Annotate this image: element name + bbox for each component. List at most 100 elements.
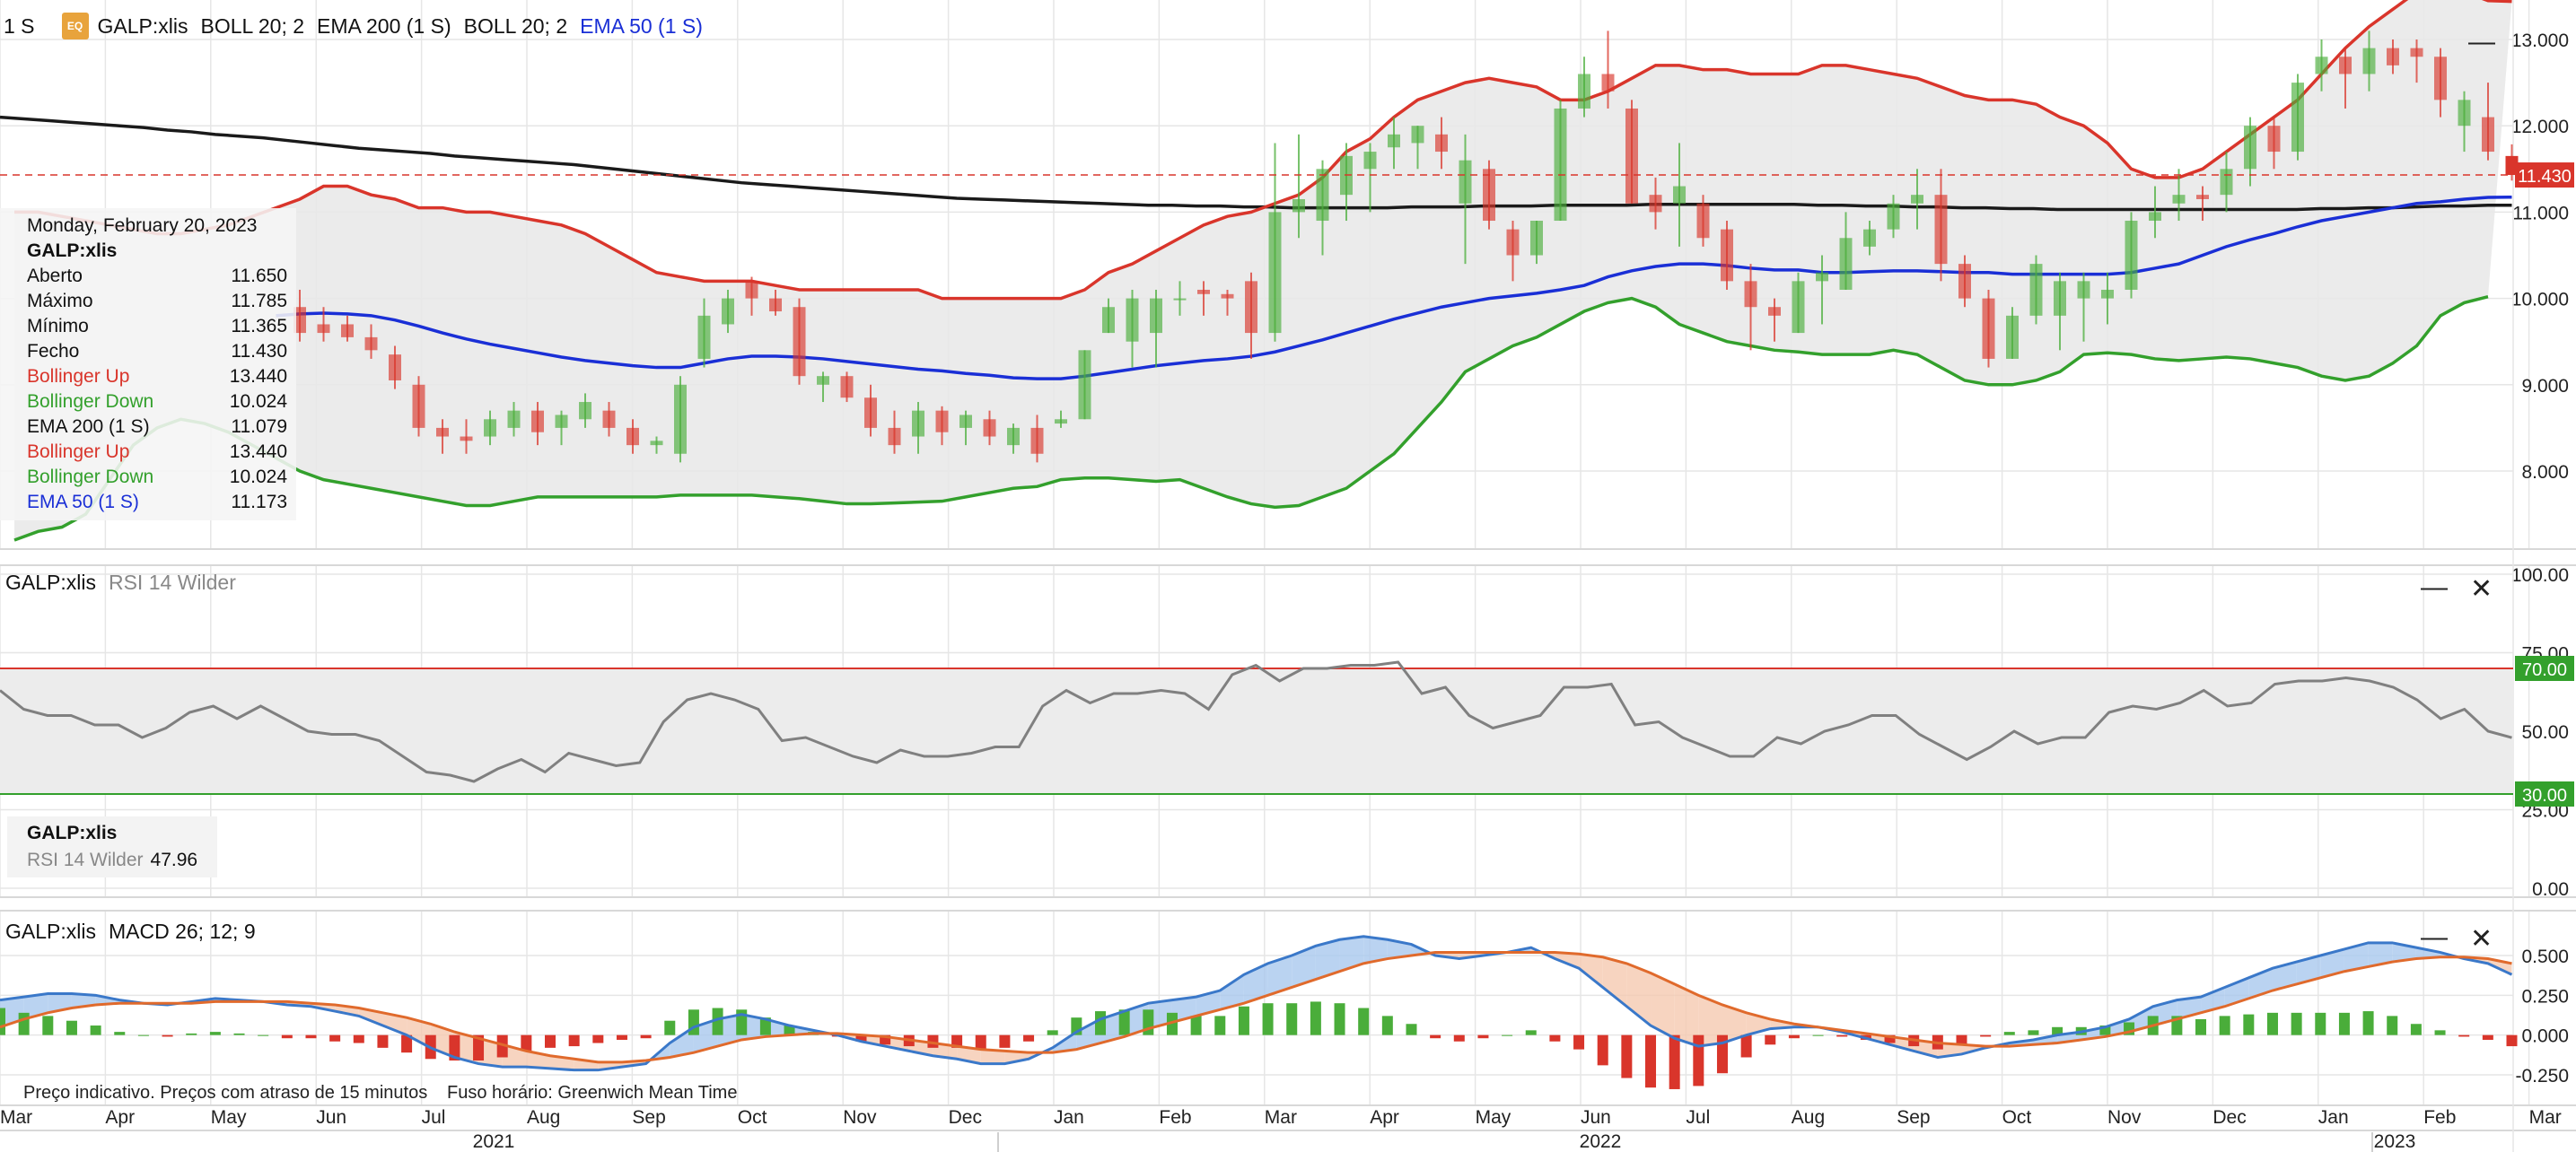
- x-month-label: Oct: [2002, 1107, 2032, 1128]
- candle-body: [697, 315, 711, 359]
- candle-body: [2339, 57, 2352, 74]
- macd-signal-fill: [1243, 963, 1268, 1004]
- macd-signal-fill: [407, 1017, 431, 1048]
- macd-histogram-bar: [186, 1033, 197, 1035]
- candle-body: [983, 419, 996, 437]
- candle-body: [1126, 298, 1139, 342]
- tooltip-row: EMA 50 (1 S) 11.173: [27, 490, 287, 515]
- macd-histogram-bar: [2506, 1034, 2518, 1047]
- macd-histogram-bar: [1765, 1034, 1776, 1045]
- x-month-label: Sep: [1897, 1107, 1930, 1128]
- x-month-label: Jan: [2318, 1107, 2349, 1128]
- candle-body: [745, 281, 758, 299]
- macd-histogram-bar: [162, 1034, 173, 1037]
- macd-histogram-bar: [496, 1034, 508, 1058]
- minimize-price-panel-icon[interactable]: —: [2468, 27, 2495, 57]
- macd-histogram-bar: [137, 1034, 149, 1036]
- x-month-label: Jun: [1581, 1107, 1611, 1128]
- macd-signal-fill: [2201, 987, 2225, 1013]
- candle-body: [2149, 212, 2161, 222]
- macd-signal-fill: [0, 997, 24, 1027]
- macd-histogram-bar: [2243, 1014, 2255, 1035]
- macd-histogram-bar: [1502, 1034, 1513, 1036]
- macd-histogram-bar: [545, 1034, 556, 1048]
- macd-histogram-bar: [640, 1034, 652, 1039]
- minimize-rsi-icon[interactable]: —: [2421, 572, 2448, 602]
- candle-body: [294, 307, 306, 334]
- tooltip-row-label: EMA 50 (1 S): [27, 492, 139, 512]
- macd-histogram-bar: [1406, 1024, 1417, 1035]
- close-rsi-icon[interactable]: ✕: [2470, 574, 2493, 604]
- candle-body: [935, 410, 949, 432]
- tooltip-row-value: 11.173: [231, 492, 287, 512]
- macd-histogram-bar: [1740, 1034, 1752, 1058]
- x-month-label: Mar: [0, 1107, 32, 1128]
- x-month-label: Dec: [2212, 1107, 2246, 1128]
- candle-body: [341, 324, 354, 337]
- macd-histogram-bar: [2434, 1030, 2446, 1035]
- candle-body: [2101, 289, 2114, 299]
- macd-histogram-bar: [66, 1020, 77, 1035]
- tooltip-row-value: 11.650: [231, 266, 287, 286]
- candle-body: [1887, 203, 1900, 230]
- macd-histogram-bar: [2052, 1026, 2063, 1035]
- macd-axis-tick-label: -0.250: [2515, 1066, 2569, 1087]
- tooltip-row-label: Bollinger Up: [27, 366, 130, 387]
- candle-body: [674, 384, 687, 454]
- x-month-label: Nov: [843, 1107, 877, 1128]
- candle-body: [2267, 126, 2281, 153]
- macd-histogram-bar: [2410, 1024, 2422, 1035]
- indicator-boll-2[interactable]: BOLL 20; 2: [463, 13, 568, 38]
- macd-signal-fill: [1339, 936, 1364, 972]
- candle-body: [1030, 427, 1044, 454]
- macd-histogram-bar: [688, 1009, 699, 1035]
- tooltip-row-label: Aberto: [27, 266, 83, 286]
- macd-histogram-bar: [2338, 1012, 2350, 1035]
- candle-body: [1649, 195, 1662, 213]
- candle-body: [602, 410, 616, 428]
- macd-histogram-bar: [616, 1034, 627, 1040]
- rsi-axis-tick-label: 0.00: [2532, 879, 2569, 900]
- indicator-boll-1[interactable]: BOLL 20; 2: [200, 13, 305, 38]
- macd-signal-fill: [2272, 962, 2297, 991]
- tooltip-row: Bollinger Down 10.024: [27, 389, 287, 415]
- rsi-name[interactable]: RSI 14 Wilder: [108, 571, 236, 594]
- close-macd-icon[interactable]: ✕: [2470, 924, 2493, 954]
- x-month-label: Feb: [2423, 1107, 2456, 1128]
- macd-signal-fill: [478, 1038, 503, 1068]
- macd-histogram-bar: [233, 1033, 245, 1035]
- macd-histogram-bar: [401, 1034, 413, 1053]
- rsi-legend-symbol: GALP:xlis: [27, 823, 118, 843]
- macd-signal-fill: [1315, 939, 1340, 980]
- x-month-label: Jul: [422, 1107, 446, 1128]
- macd-signal-fill: [980, 1049, 1005, 1064]
- price-axis-tick-label: 13.000: [2511, 31, 2569, 51]
- macd-signal-fill: [693, 1018, 718, 1053]
- macd-signal-fill: [1363, 936, 1388, 964]
- indicator-ema200[interactable]: EMA 200 (1 S): [317, 13, 451, 38]
- macd-signal-fill: [1220, 974, 1244, 1010]
- macd-signal-fill: [2368, 942, 2393, 967]
- x-month-label: Jul: [1686, 1107, 1710, 1128]
- macd-histogram-bar: [1693, 1034, 1704, 1087]
- x-month-label: Nov: [2107, 1107, 2142, 1128]
- macd-histogram-bar: [1645, 1034, 1657, 1088]
- period-label[interactable]: 1 S: [4, 13, 35, 38]
- candle-body: [2196, 195, 2209, 199]
- tooltip-row: EMA 200 (1 S) 11.079: [27, 415, 287, 440]
- tooltip-row-value: 13.440: [229, 441, 287, 462]
- macd-signal-fill: [717, 1014, 742, 1047]
- candle-body: [579, 402, 591, 420]
- indicator-ema50[interactable]: EMA 50 (1 S): [580, 13, 703, 38]
- macd-histogram-bar: [258, 1034, 269, 1036]
- candle-body: [650, 441, 663, 446]
- macd-histogram-bar: [1166, 1012, 1178, 1035]
- macd-histogram-bar: [18, 1012, 30, 1035]
- candle-body: [2482, 117, 2494, 153]
- candle-body: [1578, 74, 1590, 109]
- candle-body: [1102, 307, 1115, 334]
- macd-histogram-bar: [1334, 1003, 1345, 1035]
- macd-name[interactable]: MACD 26; 12; 9: [108, 920, 256, 943]
- minimize-macd-icon[interactable]: —: [2421, 922, 2448, 952]
